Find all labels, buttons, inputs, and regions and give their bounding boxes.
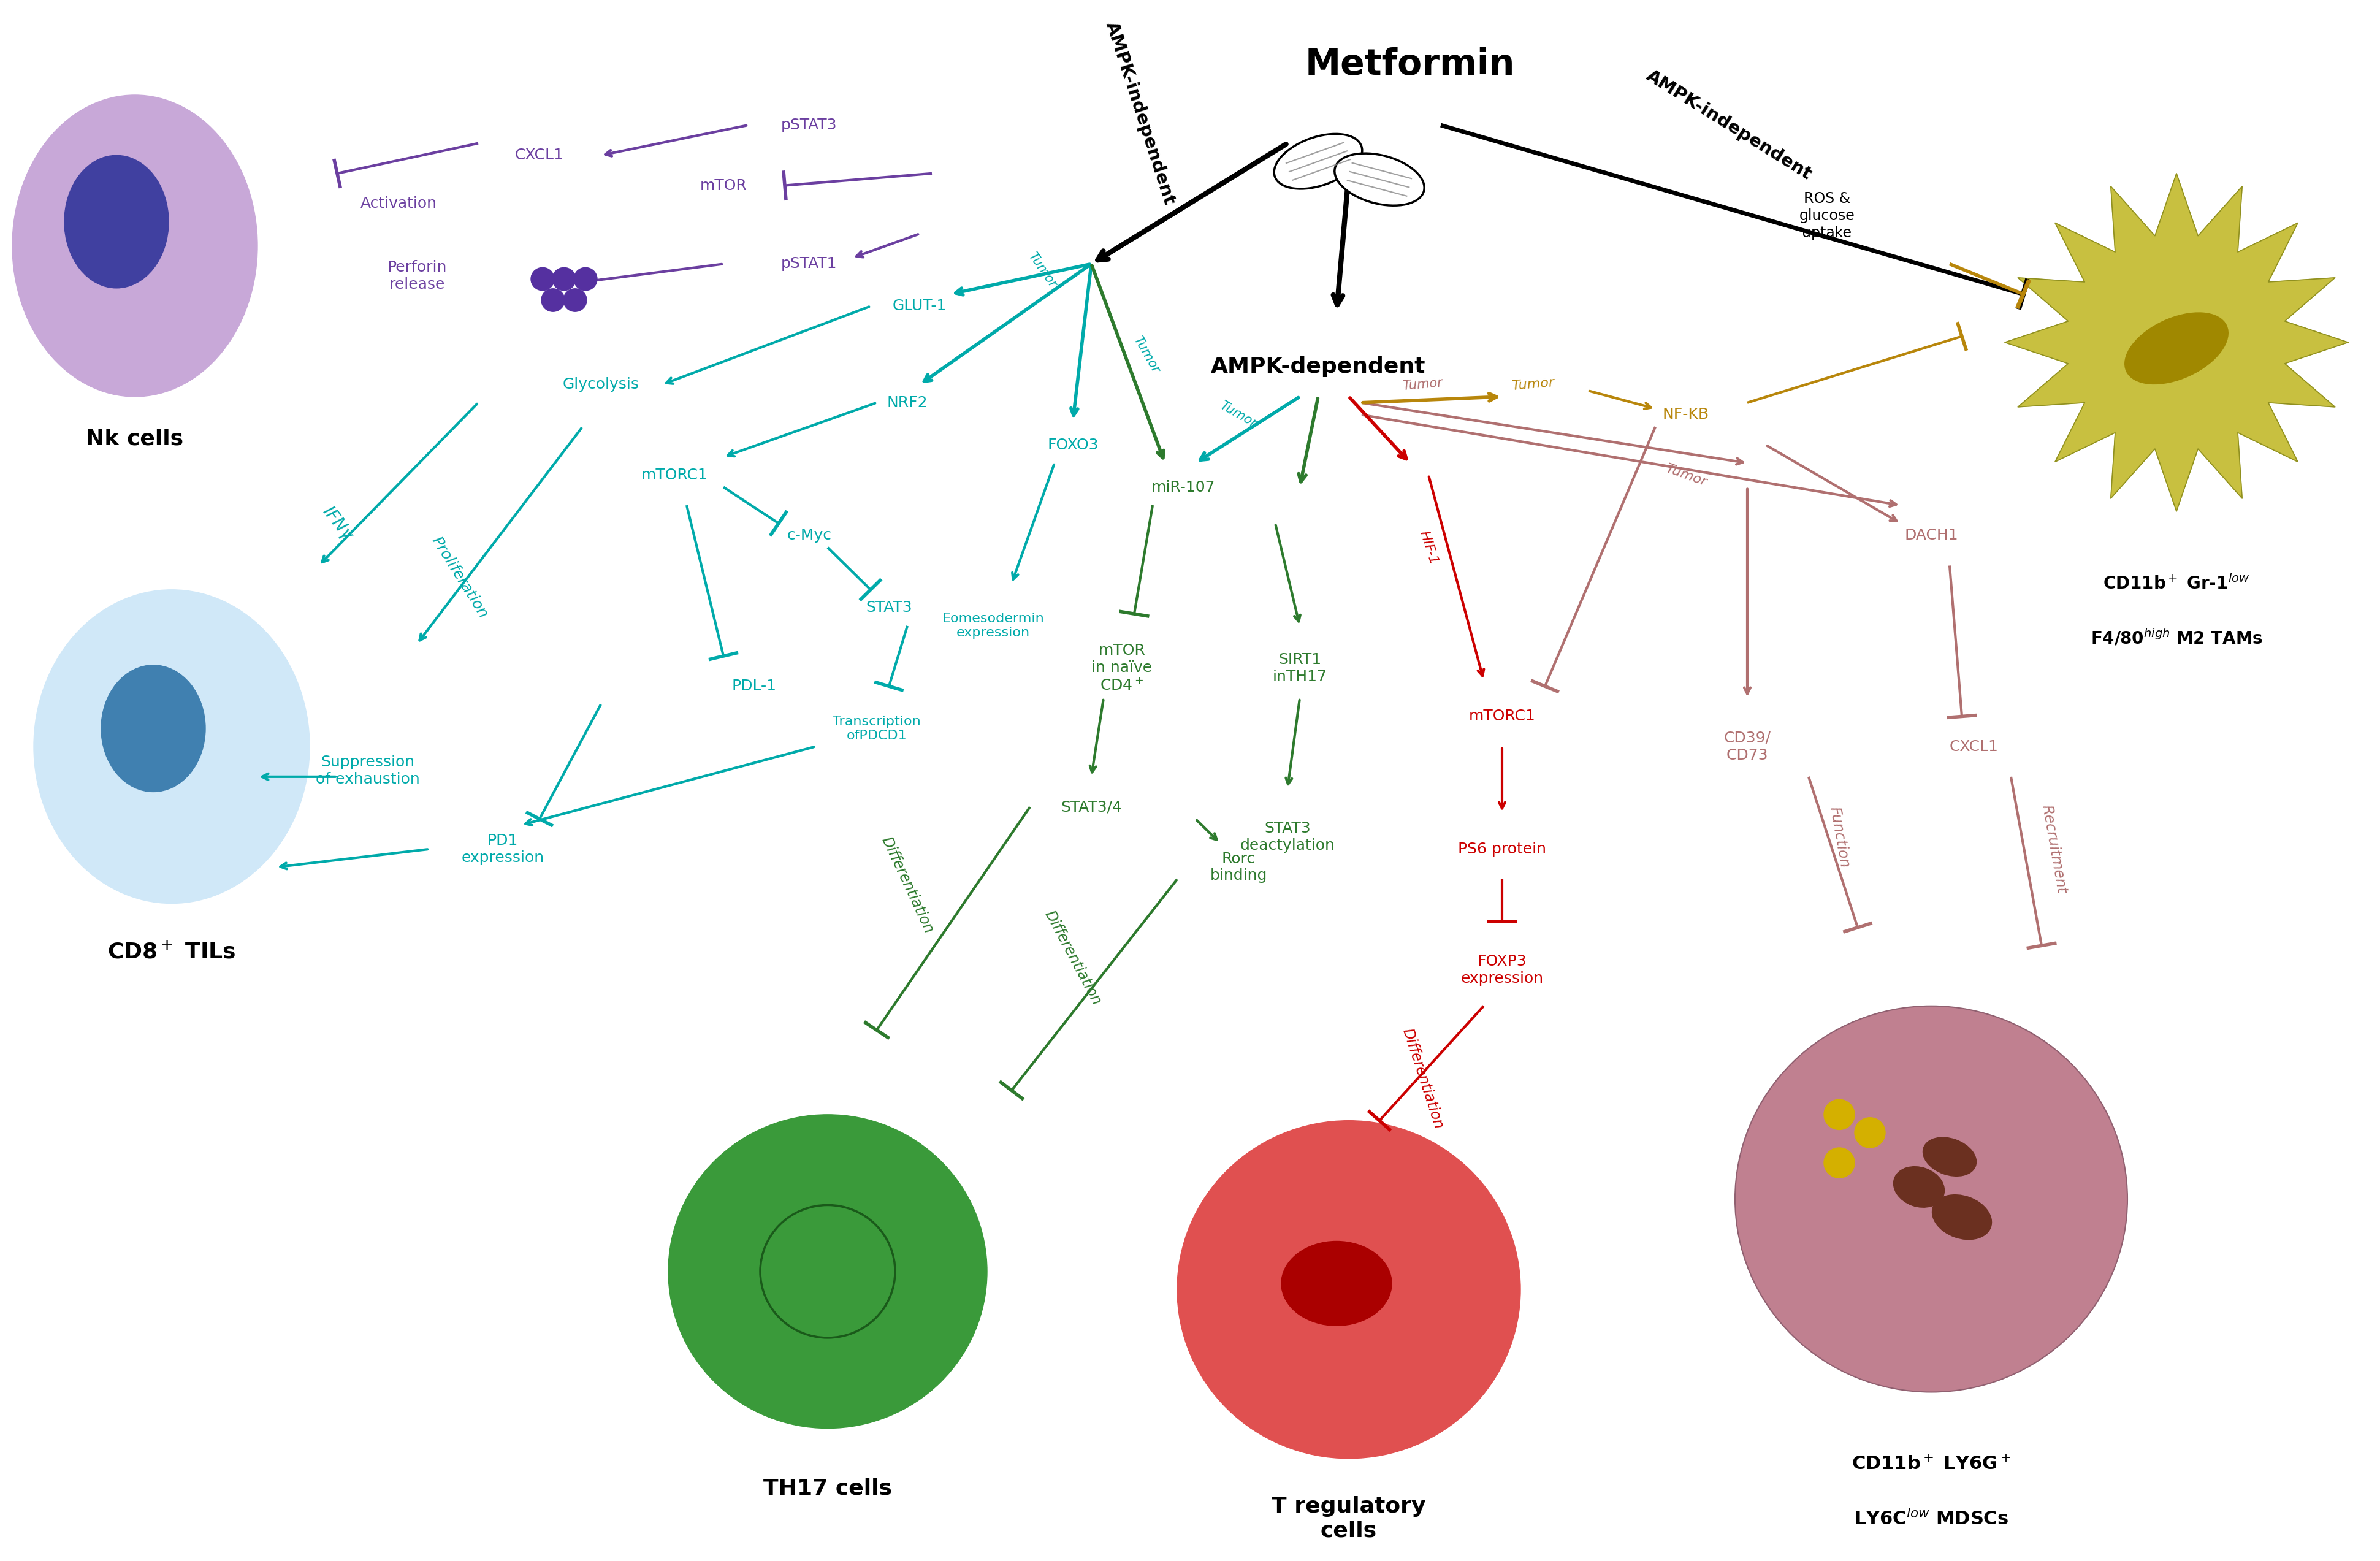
Circle shape [1823,1099,1854,1130]
Text: Differentiation: Differentiation [1042,909,1104,1007]
Ellipse shape [1923,1138,1975,1175]
Text: Tumor: Tumor [1130,334,1161,375]
Text: ROS &
glucose
uptake: ROS & glucose uptake [1799,192,1854,240]
Text: FOXO3: FOXO3 [1047,437,1100,453]
Text: Transcription
ofPDCD1: Transcription ofPDCD1 [833,715,921,741]
Text: GLUT-1: GLUT-1 [892,298,947,314]
Ellipse shape [1280,1241,1392,1325]
Circle shape [552,267,576,290]
Text: STAT3: STAT3 [866,601,912,615]
Text: mTOR
in naïve
CD4$^+$: mTOR in naïve CD4$^+$ [1092,643,1152,693]
Text: Glycolysis: Glycolysis [562,378,640,392]
Text: Suppression
of exhaustion: Suppression of exhaustion [317,756,419,787]
Ellipse shape [64,156,169,289]
Circle shape [669,1115,988,1428]
Text: STAT3
deactylation: STAT3 deactylation [1240,821,1335,852]
Text: AMPK-independent: AMPK-independent [1102,19,1178,208]
Text: mTOR: mTOR [700,178,747,194]
Text: Proliferation: Proliferation [428,534,490,621]
Text: STAT3/4: STAT3/4 [1061,799,1121,815]
Text: FOXP3
expression: FOXP3 expression [1461,954,1545,985]
Text: Tumor: Tumor [1026,250,1059,290]
Text: NRF2: NRF2 [888,395,928,411]
Text: LY6C$^{low}$ MDSCs: LY6C$^{low}$ MDSCs [1854,1509,2009,1528]
Text: Differentiation: Differentiation [878,835,935,937]
Text: Nk cells: Nk cells [86,428,183,450]
Circle shape [1854,1118,1885,1147]
Text: Eomesodermin
expression: Eomesodermin expression [942,612,1045,638]
Ellipse shape [102,665,205,791]
Circle shape [540,289,564,312]
Text: pSTAT3: pSTAT3 [781,117,838,133]
Text: CD11b$^+$ Gr-1$^{low}$: CD11b$^+$ Gr-1$^{low}$ [2104,574,2249,593]
Text: CXCL1: CXCL1 [514,148,564,162]
Text: Tumor: Tumor [1219,400,1259,431]
Text: c-Myc: c-Myc [788,528,831,543]
Polygon shape [2004,173,2349,512]
Text: TH17 cells: TH17 cells [764,1478,892,1499]
Text: pSTAT1: pSTAT1 [781,256,838,272]
Text: Function: Function [1825,805,1852,869]
Ellipse shape [1894,1166,1944,1207]
Text: CD11b$^+$ LY6G$^+$: CD11b$^+$ LY6G$^+$ [1852,1455,2011,1474]
Text: CD39/
CD73: CD39/ CD73 [1723,731,1771,762]
Circle shape [1823,1147,1854,1179]
Text: mTORC1: mTORC1 [1468,709,1535,724]
Text: IFNγ: IFNγ [319,503,355,543]
Circle shape [1178,1121,1521,1458]
Text: AMPK-dependent: AMPK-dependent [1211,356,1426,376]
Text: SIRT1
inTH17: SIRT1 inTH17 [1273,652,1328,684]
Text: Perforin
release: Perforin release [388,261,447,292]
Text: Rorc
binding: Rorc binding [1209,851,1266,884]
Text: miR-107: miR-107 [1152,479,1216,495]
Text: PS6 protein: PS6 protein [1459,841,1547,857]
Text: Differentiation: Differentiation [1399,1026,1445,1130]
Circle shape [531,267,555,290]
Text: CD8$^+$ TILs: CD8$^+$ TILs [107,941,236,962]
Text: Metformin: Metformin [1304,47,1516,83]
Circle shape [1735,1005,2128,1392]
Text: mTORC1: mTORC1 [640,468,707,482]
Text: Tumor: Tumor [1402,376,1442,392]
Text: PD1
expression: PD1 expression [462,834,545,865]
Circle shape [564,289,588,312]
Text: HIF-1: HIF-1 [1416,529,1440,567]
Circle shape [574,267,597,290]
Text: F4/80$^{high}$ M2 TAMs: F4/80$^{high}$ M2 TAMs [2090,628,2263,648]
Text: PDL-1: PDL-1 [731,679,776,693]
Text: DACH1: DACH1 [1904,528,1959,543]
Ellipse shape [12,95,257,396]
Ellipse shape [1273,134,1361,189]
Text: Activation: Activation [359,197,438,211]
Ellipse shape [1335,153,1423,206]
Ellipse shape [2125,312,2228,384]
Text: Recruitment: Recruitment [2040,804,2068,894]
Text: NF-KB: NF-KB [1664,407,1709,421]
Text: AMPK-independent: AMPK-independent [1642,67,1816,183]
Ellipse shape [33,590,309,904]
Text: Tumor: Tumor [1511,376,1554,392]
Text: CXCL1: CXCL1 [1949,740,1999,754]
Ellipse shape [1933,1194,1992,1239]
Text: Tumor: Tumor [1664,462,1709,489]
Text: T regulatory
cells: T regulatory cells [1271,1497,1426,1541]
